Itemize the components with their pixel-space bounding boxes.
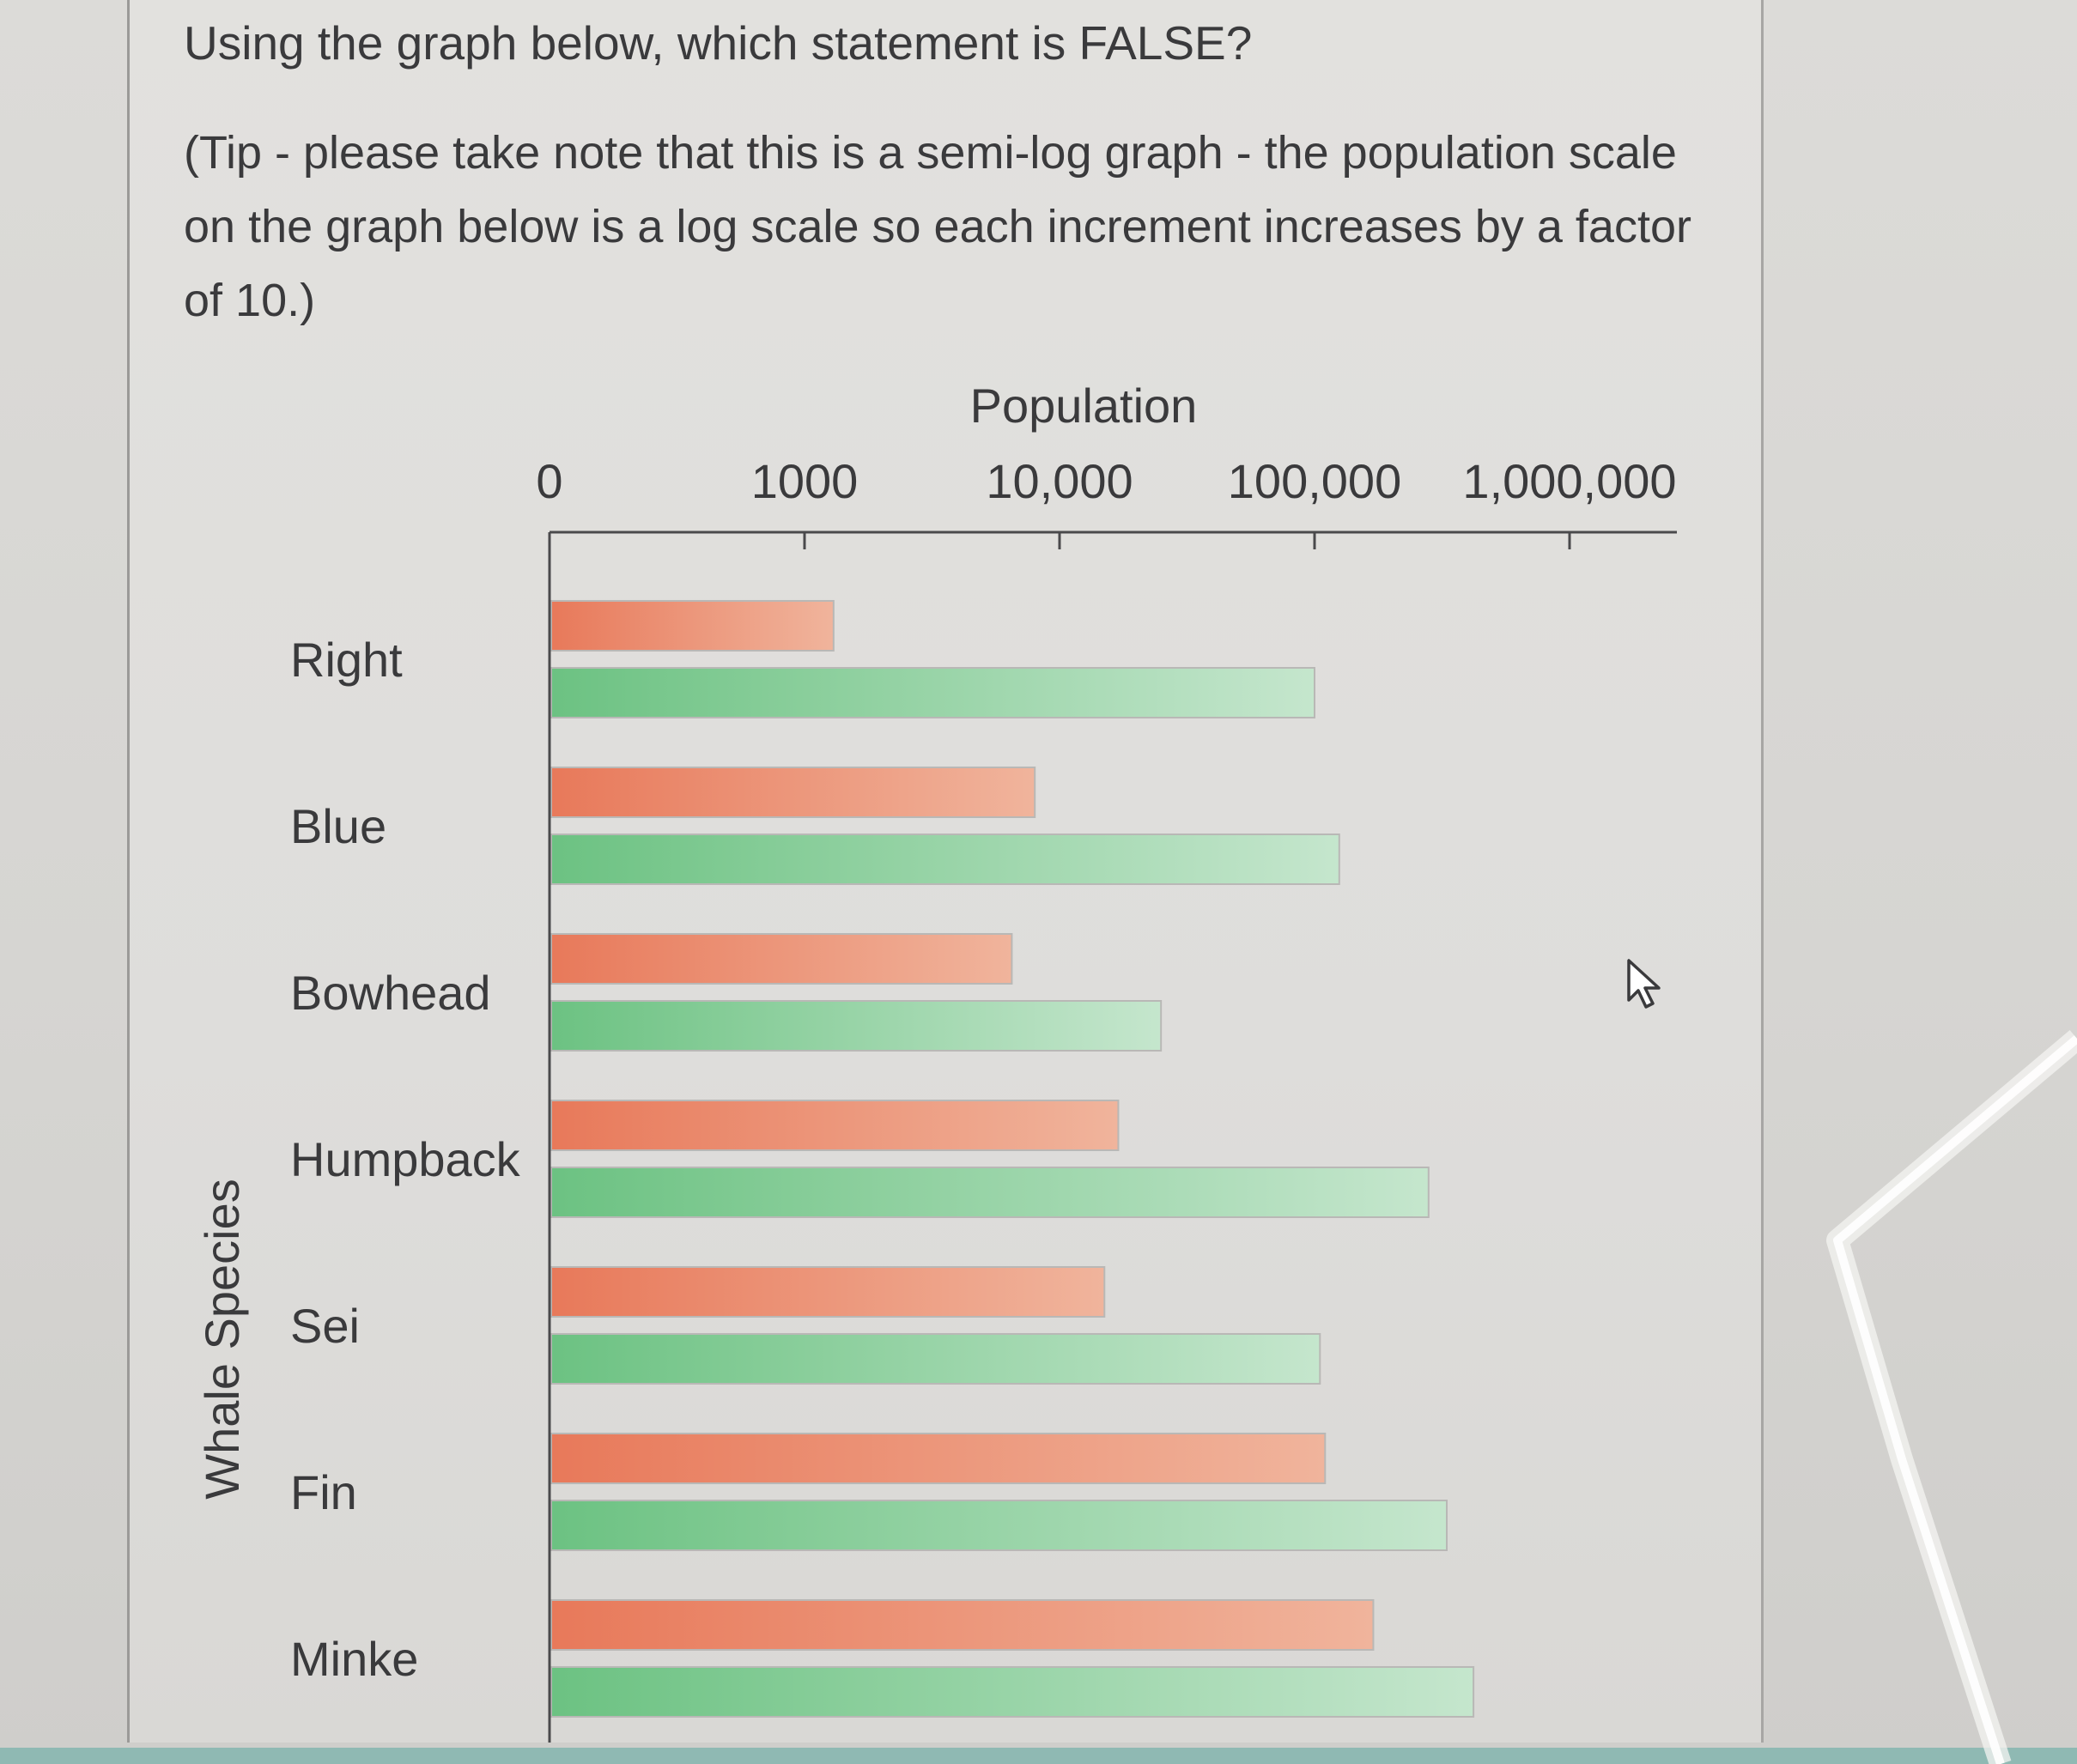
category-label-bowhead: Bowhead [290,966,491,1020]
bars-layer [550,600,1475,1718]
bar-sei-series-0 [550,1266,1106,1318]
category-label-right: Right [290,633,403,687]
bottom-strip [0,1748,2077,1764]
mouse-cursor-icon [1627,959,1661,1009]
category-label-blue: Blue [290,799,386,853]
x-tick-label-4: 1,000,000 [1462,454,1676,508]
category-label-fin: Fin [290,1465,357,1519]
bar-fin-series-0 [550,1433,1327,1484]
bar-sei-series-1 [550,1333,1321,1385]
bar-blue-series-0 [550,767,1036,818]
x-tick-label-3: 100,000 [1228,454,1401,508]
bar-right-series-0 [550,600,835,652]
labels-layer: 0 1000 10,000 100,000 1,000,000 Population Wha… [195,379,1677,1686]
question-title: Using the graph below, which statement i… [184,16,1253,70]
x-axis-title: Population [970,379,1198,433]
category-label-minke: Minke [290,1632,418,1686]
bar-minke-series-1 [550,1666,1475,1718]
bar-bowhead-series-1 [550,1000,1163,1052]
bar-humpback-series-1 [550,1167,1430,1218]
y-axis-title: Whale Species [195,1179,249,1500]
bar-minke-series-0 [550,1599,1375,1651]
category-label-sei: Sei [290,1299,360,1353]
axes-layer [548,530,1677,1743]
category-label-humpback: Humpback [290,1132,521,1186]
x-tick-label-0: 0 [536,454,562,508]
question-tip: (Tip - please take note that this is a s… [184,127,1691,326]
bar-blue-series-1 [550,834,1340,885]
bar-bowhead-series-0 [550,933,1013,985]
bar-fin-series-1 [550,1500,1448,1551]
bar-humpback-series-0 [550,1100,1120,1151]
bar-right-series-1 [550,667,1315,718]
x-tick-label-2: 10,000 [986,454,1133,508]
x-tick-label-1: 1000 [751,454,859,508]
